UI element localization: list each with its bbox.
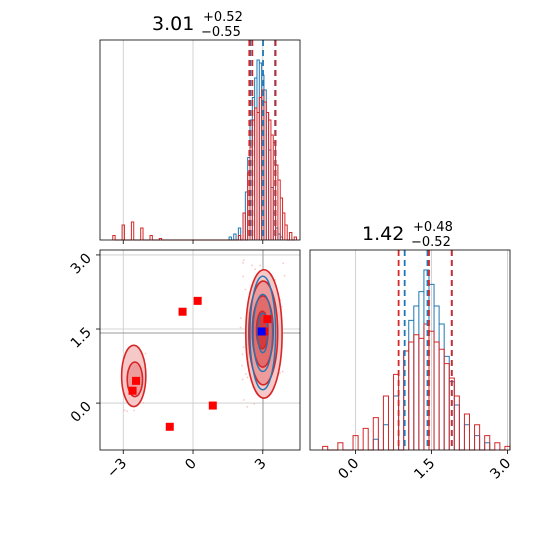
sample-point (282, 262, 285, 265)
sample-point (242, 275, 245, 278)
red-square-marker (193, 296, 202, 305)
sample-point (283, 274, 286, 277)
hist-y-frame (309, 249, 511, 451)
sample-point (254, 268, 257, 271)
scatter-frame (99, 249, 301, 451)
sample-point (240, 317, 242, 319)
red-square-marker (178, 307, 187, 316)
hist-x-title-plus: +0.52 (203, 10, 243, 25)
red-square-marker (132, 376, 141, 385)
x-tick-label: 3 (252, 456, 270, 474)
sample-point (281, 370, 284, 373)
sample-point (242, 346, 245, 349)
hist-x-title-main: 3.01 (152, 13, 194, 35)
y-tick-label: 3.0 (68, 250, 95, 277)
hist-panel-x: 3.01 +0.52 −0.55 (99, 10, 301, 244)
red-square-marker (208, 401, 217, 410)
sample-point (142, 401, 145, 404)
sample-point (242, 332, 244, 335)
hist-step-red (112, 89, 298, 241)
sample-point (144, 352, 147, 355)
red-square-marker (263, 315, 272, 324)
x-tick-label: 3.0 (487, 456, 514, 483)
blue-square-marker (257, 327, 266, 336)
sample-point (242, 259, 245, 262)
sample-point (123, 409, 126, 412)
x-tick-label: 0 (182, 456, 200, 474)
scatter-panel: −3 0 3 0.0 1.5 3.0 (68, 249, 301, 482)
hist-y-title-main: 1.42 (362, 223, 404, 245)
blue-contour (252, 293, 274, 373)
sample-point (253, 402, 256, 405)
hist-x-frame (99, 39, 301, 241)
sample-point (242, 262, 244, 264)
red-square-marker (165, 422, 174, 431)
y-tick-label: 0.0 (68, 399, 95, 426)
blue-contour (249, 275, 277, 391)
sample-point (259, 264, 262, 267)
sample-point (133, 409, 136, 412)
sample-point (241, 353, 244, 356)
x-tick-label: 1.5 (411, 456, 438, 483)
hist-x-title-minus: −0.55 (201, 25, 241, 40)
sample-point (241, 378, 244, 381)
sample-point (246, 406, 249, 408)
hist-step-blue (372, 269, 491, 451)
sample-point (242, 399, 245, 401)
sample-point (279, 372, 281, 374)
hist-y-title-plus: +0.48 (413, 220, 453, 235)
hist-panel-y: 1.42 +0.48 −0.52 0.0 1.5 3.0 (309, 220, 514, 483)
sample-point (244, 372, 247, 375)
sample-point (251, 264, 253, 267)
red-square-marker (128, 386, 137, 395)
sample-point (246, 376, 249, 379)
sample-point (126, 410, 129, 413)
x-tick-label: −3 (104, 456, 130, 482)
x-tick-label: 0.0 (335, 456, 362, 483)
y-tick-label: 1.5 (68, 325, 95, 352)
sample-point (244, 288, 247, 291)
hist-step-red (322, 323, 511, 451)
sample-point (241, 364, 243, 367)
hist-y-title-minus: −0.52 (411, 235, 451, 250)
sample-point (239, 326, 242, 329)
